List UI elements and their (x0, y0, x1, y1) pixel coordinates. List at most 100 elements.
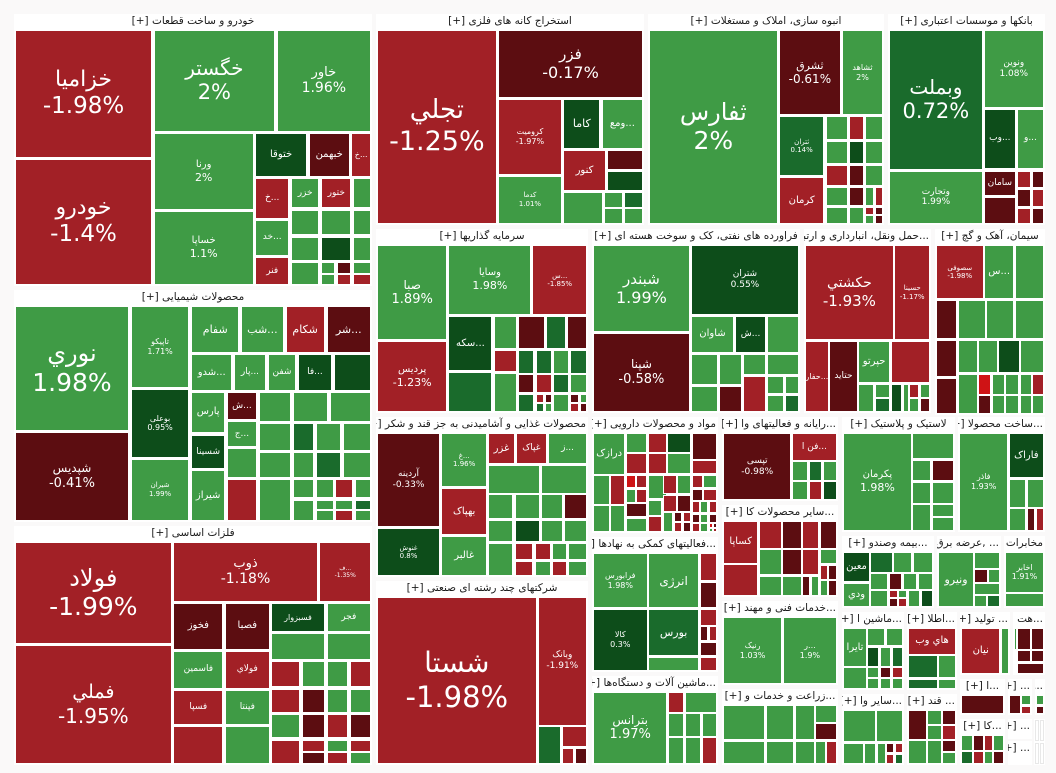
tile-ختوقا[interactable]: ختوقا (255, 133, 307, 177)
tile[interactable] (936, 377, 958, 414)
tile[interactable] (545, 402, 553, 412)
tile[interactable] (271, 688, 300, 713)
tile[interactable] (708, 626, 717, 642)
tile[interactable] (488, 494, 514, 519)
tile[interactable] (570, 350, 587, 374)
tile[interactable] (353, 209, 371, 236)
tile[interactable] (1008, 478, 1027, 508)
tile[interactable] (825, 116, 848, 140)
tile[interactable] (535, 350, 553, 374)
tile[interactable] (1031, 207, 1044, 224)
tile-تایرا[interactable]: تایرا (843, 628, 867, 668)
tile-شیران[interactable]: شیران 1.99% (130, 458, 190, 521)
tile[interactable] (226, 479, 258, 521)
tile[interactable] (326, 688, 348, 713)
tile[interactable] (743, 353, 767, 376)
tile-...ومع[interactable]: ...ومع (601, 98, 643, 150)
tile[interactable] (703, 488, 717, 501)
tile-...س[interactable]: ...س -1.85% (532, 245, 587, 316)
tile[interactable] (677, 474, 691, 495)
tile[interactable] (891, 678, 903, 689)
tile[interactable] (552, 560, 568, 576)
tile[interactable] (647, 499, 663, 516)
tile-ثشرق[interactable]: ثشرق -0.61% (778, 30, 841, 116)
tile-ذوب[interactable]: ذوب -1.18% (173, 542, 318, 602)
tile-شسینا[interactable]: شسینا (191, 435, 226, 470)
tile[interactable] (858, 383, 875, 412)
tile[interactable] (978, 339, 998, 374)
tile[interactable] (865, 116, 883, 140)
tile[interactable] (691, 433, 717, 460)
tile-ثفارس[interactable]: ثفارس 2% (649, 30, 778, 224)
tile[interactable] (570, 393, 579, 403)
tile[interactable] (691, 488, 703, 501)
tile-فاذر[interactable]: فاذر 1.93% (959, 433, 1009, 531)
tile[interactable] (563, 494, 587, 519)
tile-تپسی[interactable]: تپسی -0.98% (723, 433, 792, 500)
tile-شستا[interactable]: شستا -1.98% (377, 597, 537, 764)
tile[interactable] (782, 549, 802, 576)
tile[interactable] (708, 501, 717, 514)
tile[interactable] (865, 215, 874, 224)
tile[interactable] (819, 564, 828, 580)
tile[interactable] (888, 598, 898, 607)
tile[interactable] (568, 543, 587, 561)
tile-فاراک[interactable]: فاراک (1008, 433, 1044, 479)
tile-بترانس[interactable]: بترانس 1.97% (593, 692, 668, 764)
tile[interactable] (802, 521, 820, 549)
tile-...فن ا[interactable]: ...فن ا (791, 433, 837, 462)
sector-header-agri[interactable]: ...زراعت و خدمات و [+] (724, 690, 836, 702)
tile[interactable] (1016, 207, 1031, 224)
tile-...ش[interactable]: ...ش (735, 315, 767, 353)
tile[interactable] (1035, 720, 1040, 742)
tile[interactable] (667, 433, 691, 453)
tile[interactable] (1008, 508, 1027, 531)
tile[interactable] (668, 713, 685, 737)
sector-header-sector-ka[interactable]: ...کا [+] (963, 720, 1002, 732)
tile[interactable] (604, 208, 624, 224)
tile[interactable] (867, 646, 880, 668)
tile[interactable] (849, 164, 865, 187)
tile[interactable] (991, 395, 1005, 414)
tile[interactable] (292, 423, 315, 452)
tile[interactable] (700, 513, 709, 523)
tile[interactable] (1020, 339, 1044, 374)
tile[interactable] (271, 739, 300, 764)
tile[interactable] (815, 705, 837, 723)
sector-header-banks[interactable]: بانکها و موسسات اعتباری [+] (900, 15, 1033, 27)
tile[interactable] (353, 262, 371, 274)
tile[interactable] (974, 568, 988, 583)
sector-header-it[interactable]: ...رایانه و فعالیتهای وا [+] (722, 418, 836, 430)
tile-غزر[interactable]: غزر (488, 433, 515, 465)
tile[interactable] (942, 710, 956, 725)
tile[interactable] (819, 579, 828, 596)
tile[interactable] (537, 726, 561, 764)
tile[interactable] (624, 191, 643, 208)
tile[interactable] (553, 374, 570, 393)
tile[interactable] (553, 350, 570, 374)
tile[interactable] (931, 517, 954, 531)
sector-header-rubber[interactable]: لاستیک و پلاستیک [+] (850, 418, 947, 430)
tile[interactable] (917, 573, 933, 590)
sector-header-chemicals[interactable]: محصولات شیمیایی [+] (141, 291, 245, 303)
tile[interactable] (890, 341, 930, 383)
tile[interactable] (743, 376, 767, 412)
tile[interactable] (874, 206, 883, 216)
tile-شپنا[interactable]: شپنا -0.58% (593, 332, 690, 412)
tile[interactable] (568, 560, 587, 576)
tile-شتران[interactable]: شتران 0.55% (690, 245, 799, 316)
tile[interactable] (225, 726, 270, 764)
tile[interactable] (493, 372, 517, 412)
tile[interactable] (700, 501, 709, 514)
tile-فپنتا[interactable]: فپنتا (225, 689, 270, 726)
tile[interactable] (843, 667, 867, 689)
tile[interactable] (514, 494, 540, 519)
tile-...و[interactable]: ...و (1016, 108, 1044, 169)
tile-ورنا[interactable]: ورنا 2% (153, 133, 254, 210)
tile[interactable] (349, 714, 371, 739)
tile[interactable] (978, 374, 992, 395)
tile[interactable] (673, 522, 683, 532)
tile[interactable] (625, 453, 647, 475)
tile[interactable] (517, 315, 545, 350)
tile[interactable] (1016, 189, 1031, 207)
